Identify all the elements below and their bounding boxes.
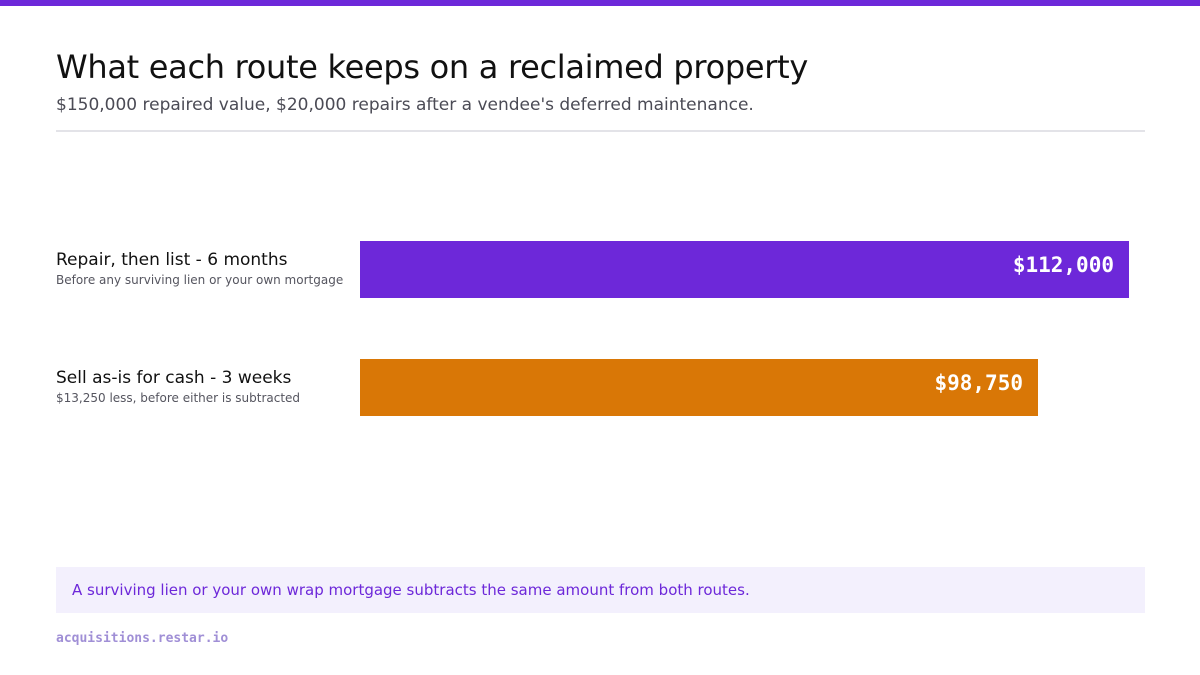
category-note: Before any surviving lien or your own mo… [56, 273, 344, 287]
page-subtitle: $150,000 repaired value, $20,000 repairs… [56, 95, 754, 115]
top-accent-bar [0, 0, 1200, 6]
category-label-repair-then-list: Repair, then list - 6 months Before any s… [56, 250, 352, 287]
page-title: What each route keeps on a reclaimed pro… [56, 48, 809, 86]
callout-box: A surviving lien or your own wrap mortga… [56, 567, 1145, 613]
bar-value-label: $112,000 [1012, 253, 1114, 277]
category-name: Repair, then list - 6 months [56, 250, 288, 270]
footer-domain: acquisitions.restar.io [56, 631, 229, 646]
category-name: Sell as-is for cash - 3 weeks [56, 368, 292, 388]
category-label-sell-as-is: Sell as-is for cash - 3 weeks $13,250 les… [56, 368, 352, 405]
bar-value-label: $98,750 [934, 371, 1023, 395]
callout-text: A surviving lien or your own wrap mortga… [72, 581, 750, 599]
header-divider [56, 130, 1145, 132]
category-note: $13,250 less, before either is subtracte… [56, 391, 301, 405]
bar-sell-as-is: $98,750 [360, 359, 1038, 416]
bar-repair-then-list: $112,000 [360, 241, 1129, 298]
